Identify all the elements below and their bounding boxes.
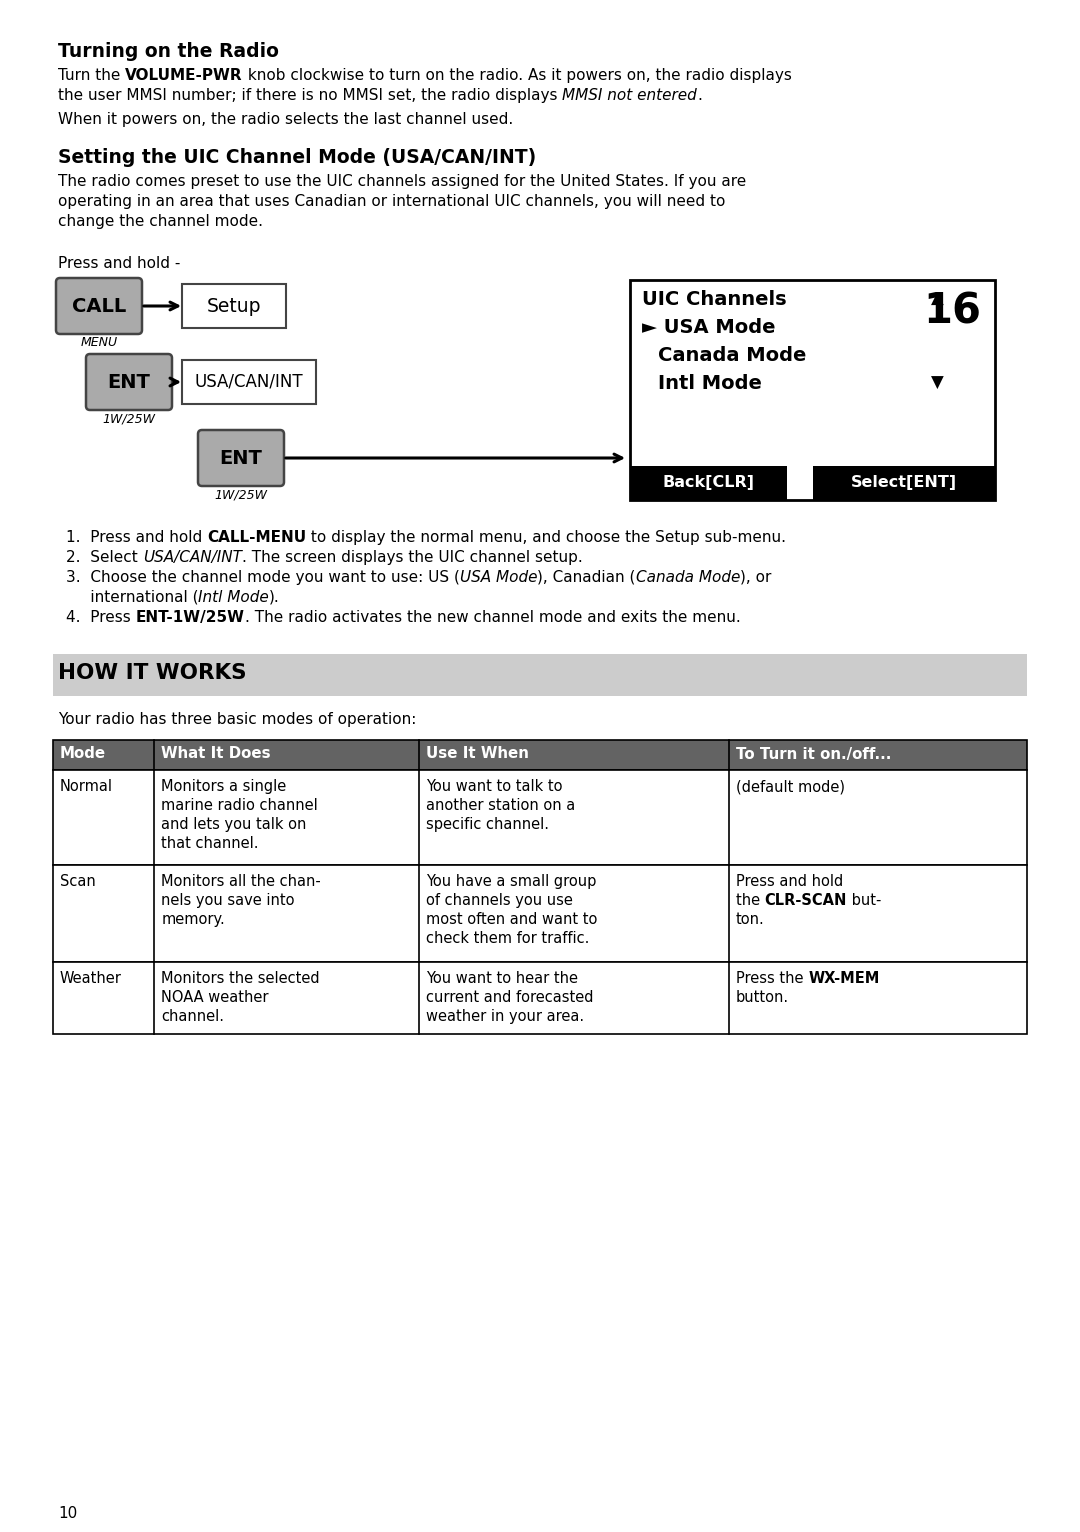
Text: The radio comes preset to use the UIC channels assigned for the United States. I: The radio comes preset to use the UIC ch… — [58, 175, 746, 188]
Text: marine radio channel: marine radio channel — [161, 798, 318, 813]
Text: nels you save into: nels you save into — [161, 893, 295, 908]
Bar — [630, 466, 787, 499]
Text: the: the — [735, 893, 765, 908]
Bar — [53, 866, 1027, 962]
Text: UIC Channels: UIC Channels — [642, 290, 786, 309]
FancyBboxPatch shape — [56, 277, 141, 334]
Text: ton.: ton. — [735, 912, 765, 927]
Text: Monitors a single: Monitors a single — [161, 778, 286, 794]
Text: . The radio activates the new channel mode and exits the menu.: . The radio activates the new channel mo… — [245, 610, 741, 625]
Text: . The screen displays the UIC channel setup.: . The screen displays the UIC channel se… — [242, 550, 582, 565]
Text: the user MMSI number; if there is no MMSI set, the radio displays: the user MMSI number; if there is no MMS… — [58, 87, 563, 103]
FancyBboxPatch shape — [86, 354, 172, 411]
Text: another station on a: another station on a — [427, 798, 576, 813]
Text: CLR-SCAN: CLR-SCAN — [765, 893, 847, 908]
Text: specific channel.: specific channel. — [427, 817, 550, 832]
Text: WX-MEM: WX-MEM — [808, 971, 879, 987]
Text: Setting the UIC Channel Mode (USA/CAN/INT): Setting the UIC Channel Mode (USA/CAN/IN… — [58, 149, 537, 167]
Text: Intl Mode: Intl Mode — [658, 374, 761, 394]
Text: ENT: ENT — [219, 449, 262, 467]
Text: Mode: Mode — [60, 746, 106, 761]
Text: You have a small group: You have a small group — [427, 873, 596, 889]
Text: ).: ). — [269, 590, 280, 605]
Bar — [53, 654, 1027, 696]
Text: operating in an area that uses Canadian or international UIC channels, you will : operating in an area that uses Canadian … — [58, 195, 726, 208]
Text: Canada Mode: Canada Mode — [636, 570, 740, 585]
Text: 2.  Select: 2. Select — [66, 550, 143, 565]
Text: Normal: Normal — [60, 778, 113, 794]
Text: Scan: Scan — [60, 873, 96, 889]
Text: Press and hold -: Press and hold - — [58, 256, 180, 271]
Text: 1.  Press and hold: 1. Press and hold — [66, 530, 207, 545]
Text: You want to hear the: You want to hear the — [427, 971, 578, 987]
Text: 10: 10 — [58, 1506, 78, 1521]
Text: Setup: Setup — [206, 297, 261, 316]
Text: 3.  Choose the channel mode you want to use: US (: 3. Choose the channel mode you want to u… — [66, 570, 460, 585]
Text: 1W/25W: 1W/25W — [103, 412, 156, 424]
Text: international (: international ( — [66, 590, 199, 605]
Text: MMSI not entered: MMSI not entered — [563, 87, 697, 103]
Text: To Turn it on./off...: To Turn it on./off... — [735, 746, 891, 761]
FancyBboxPatch shape — [183, 283, 286, 328]
FancyBboxPatch shape — [183, 360, 316, 404]
Text: (default mode): (default mode) — [735, 778, 845, 794]
Text: that channel.: that channel. — [161, 836, 259, 850]
Text: Turning on the Radio: Turning on the Radio — [58, 41, 279, 61]
Text: USA/CAN/INT: USA/CAN/INT — [143, 550, 242, 565]
Text: NOAA weather: NOAA weather — [161, 990, 269, 1005]
Text: Back[CLR]: Back[CLR] — [662, 475, 755, 490]
Text: When it powers on, the radio selects the last channel used.: When it powers on, the radio selects the… — [58, 112, 513, 127]
Text: Canada Mode: Canada Mode — [658, 346, 807, 365]
Text: check them for traffic.: check them for traffic. — [427, 931, 590, 945]
Text: most often and want to: most often and want to — [427, 912, 597, 927]
Text: memory.: memory. — [161, 912, 225, 927]
Text: HOW IT WORKS: HOW IT WORKS — [58, 663, 246, 683]
Text: You want to talk to: You want to talk to — [427, 778, 563, 794]
Text: knob clockwise to turn on the radio. As it powers on, the radio displays: knob clockwise to turn on the radio. As … — [243, 67, 792, 83]
Text: of channels you use: of channels you use — [427, 893, 573, 908]
Text: .: . — [697, 87, 702, 103]
Text: 4.  Press: 4. Press — [66, 610, 136, 625]
Text: ▼: ▼ — [931, 374, 943, 392]
Text: change the channel mode.: change the channel mode. — [58, 214, 264, 228]
Text: Your radio has three basic modes of operation:: Your radio has three basic modes of oper… — [58, 712, 417, 728]
Text: ), Canadian (: ), Canadian ( — [538, 570, 636, 585]
Text: CALL: CALL — [72, 297, 126, 316]
Text: Turn the: Turn the — [58, 67, 125, 83]
Text: ENT-1W/25W: ENT-1W/25W — [136, 610, 245, 625]
Text: 16: 16 — [923, 290, 981, 332]
Text: ► USA Mode: ► USA Mode — [642, 319, 775, 337]
Bar — [812, 466, 995, 499]
Text: Press the: Press the — [735, 971, 808, 987]
Text: CALL-MENU: CALL-MENU — [207, 530, 307, 545]
Text: Use It When: Use It When — [427, 746, 529, 761]
Text: to display the normal menu, and choose the Setup sub-menu.: to display the normal menu, and choose t… — [307, 530, 786, 545]
Text: USA Mode: USA Mode — [460, 570, 538, 585]
Text: VOLUME-PWR: VOLUME-PWR — [125, 67, 243, 83]
Text: Weather: Weather — [60, 971, 122, 987]
Text: ENT: ENT — [108, 372, 150, 392]
Text: Intl Mode: Intl Mode — [199, 590, 269, 605]
Bar — [53, 771, 1027, 866]
Text: ▲: ▲ — [931, 290, 943, 308]
Text: Press and hold: Press and hold — [735, 873, 843, 889]
Text: but-: but- — [847, 893, 881, 908]
Bar — [53, 740, 1027, 771]
Text: weather in your area.: weather in your area. — [427, 1010, 584, 1023]
Bar — [53, 962, 1027, 1034]
Text: 1W/25W: 1W/25W — [215, 489, 268, 501]
Bar — [630, 280, 995, 499]
Text: Monitors all the chan-: Monitors all the chan- — [161, 873, 321, 889]
Text: button.: button. — [735, 990, 789, 1005]
Text: current and forecasted: current and forecasted — [427, 990, 594, 1005]
Text: and lets you talk on: and lets you talk on — [161, 817, 307, 832]
Text: channel.: channel. — [161, 1010, 225, 1023]
Text: USA/CAN/INT: USA/CAN/INT — [194, 372, 303, 391]
FancyBboxPatch shape — [198, 430, 284, 486]
Text: What It Does: What It Does — [161, 746, 271, 761]
Text: Select[ENT]: Select[ENT] — [851, 475, 957, 490]
Text: Monitors the selected: Monitors the selected — [161, 971, 320, 987]
Text: ), or: ), or — [740, 570, 771, 585]
Text: MENU: MENU — [80, 336, 118, 349]
